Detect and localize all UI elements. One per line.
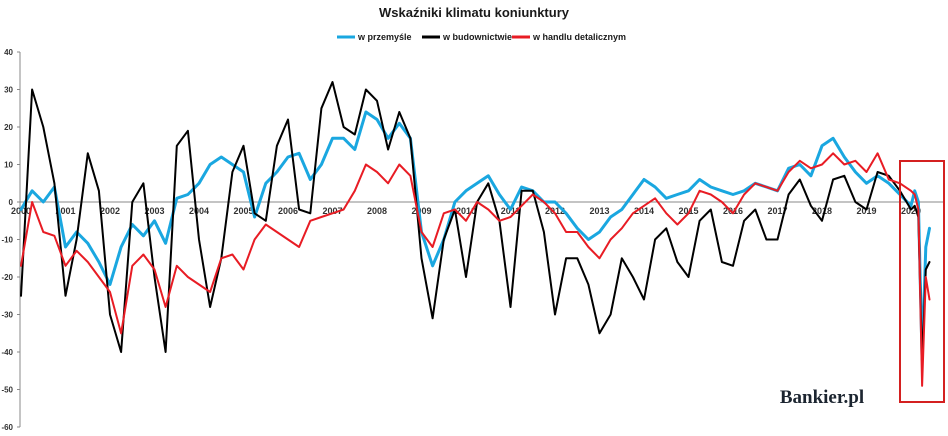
x-tick-label: 2017 (767, 206, 787, 216)
watermark-logo: Bankier.pl (780, 387, 864, 408)
y-tick-label: -30 (1, 311, 13, 320)
x-tick-label: 2002 (100, 206, 120, 216)
x-tick-label: 2009 (411, 206, 431, 216)
x-tick-label: 2008 (367, 206, 387, 216)
x-tick-label: 2007 (322, 206, 342, 216)
legend-label: w przemyśle (357, 32, 412, 42)
series-line-2 (20, 81, 931, 365)
x-tick-label: 2010 (456, 206, 476, 216)
y-tick-label: -20 (1, 273, 13, 282)
chart-series (19, 81, 931, 387)
y-tick-label: 0 (9, 198, 14, 207)
legend-label: w handlu detalicznym (532, 32, 626, 42)
x-tick-label: 2001 (55, 206, 75, 216)
y-tick-label: -10 (1, 236, 13, 245)
series-line-3 (20, 152, 931, 387)
x-tick-label: 2020 (901, 206, 921, 216)
x-tick-label: 2005 (233, 206, 253, 216)
y-tick-label: 10 (4, 161, 13, 170)
x-tick-label: 2000 (11, 206, 31, 216)
x-tick-label: 2006 (278, 206, 298, 216)
series-line-1 (19, 110, 931, 361)
y-tick-label: 20 (4, 123, 13, 132)
legend-label: w budownictwie (442, 32, 512, 42)
y-tick-label: -50 (1, 386, 13, 395)
y-tick-label: 40 (4, 48, 13, 57)
x-tick-label: 2019 (856, 206, 876, 216)
x-tick-label: 2016 (723, 206, 743, 216)
y-tick-label: 30 (4, 86, 13, 95)
x-tick-label: 2004 (189, 206, 209, 216)
x-tick-label: 2018 (812, 206, 832, 216)
x-tick-label: 2003 (144, 206, 164, 216)
y-tick-label: -40 (1, 348, 13, 357)
x-tick-label: 2015 (678, 206, 698, 216)
x-tick-label: 2013 (589, 206, 609, 216)
x-tick-label: 2014 (634, 206, 654, 216)
y-tick-label: -60 (1, 423, 13, 432)
x-tick-label: 2012 (545, 206, 565, 216)
chart-title: Wskaźniki klimatu koniunktury (379, 5, 570, 20)
chart-legend: w przemyśle w budownictwie w handlu detali… (337, 32, 626, 42)
highlight-box (899, 160, 945, 403)
